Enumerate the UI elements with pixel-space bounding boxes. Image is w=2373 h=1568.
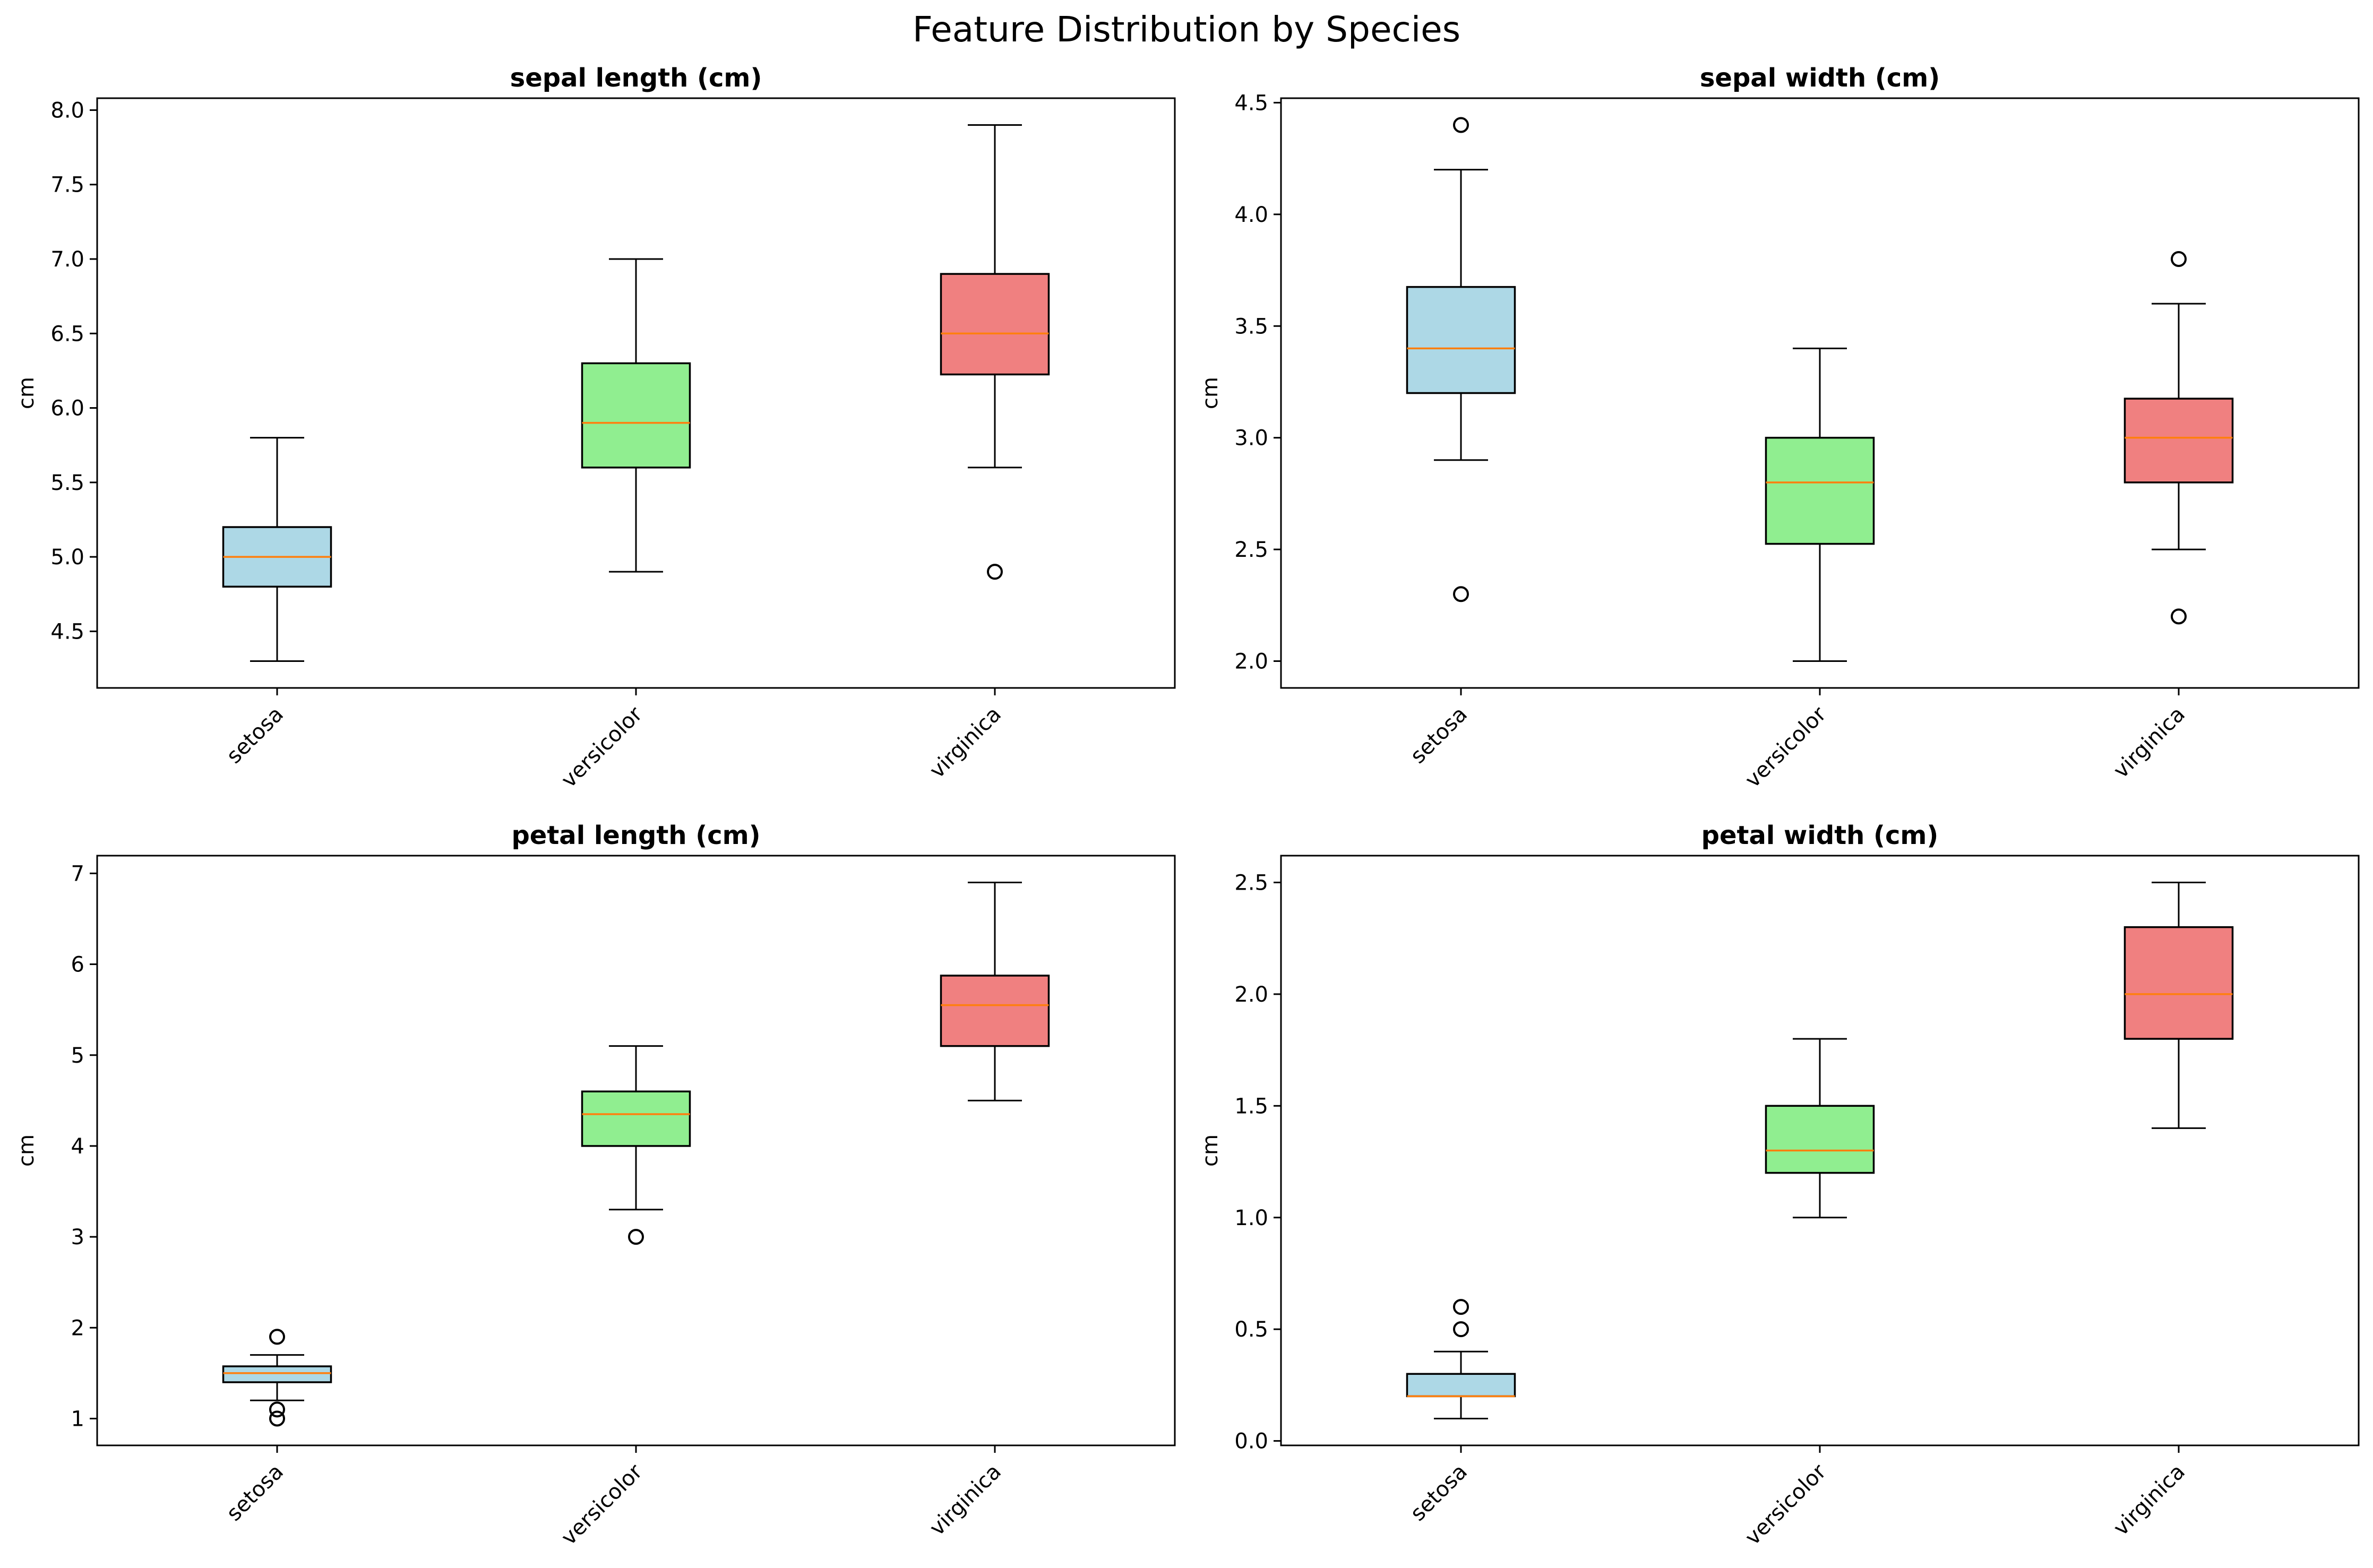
- y-tick-label: 5: [71, 1044, 84, 1068]
- y-tick-label: 3.5: [1234, 314, 1268, 339]
- y-tick-label: 1: [71, 1407, 84, 1432]
- y-tick-label: 4.5: [1234, 91, 1268, 115]
- y-tick-label: 6.5: [50, 322, 84, 346]
- box-body: [581, 362, 691, 469]
- axes-frame: [1280, 855, 2360, 1446]
- y-tick-label: 3: [71, 1225, 84, 1250]
- y-tick-label: 2.0: [1234, 650, 1268, 674]
- box-setosa: [222, 1329, 332, 1427]
- box-body: [1765, 1105, 1875, 1174]
- y-axis-label: cm: [1198, 1134, 1223, 1167]
- y-tick-label: 2: [71, 1316, 84, 1340]
- box-body: [2123, 926, 2234, 1040]
- y-axis-label: cm: [1198, 377, 1223, 409]
- outlier-point: [1453, 1299, 1469, 1315]
- y-tick-label: 3.0: [1234, 426, 1268, 451]
- subplot-title: sepal length (cm): [510, 63, 762, 93]
- y-tick-label: 6: [71, 953, 84, 977]
- box-virginica: [940, 882, 1050, 1101]
- y-tick-label: 1.0: [1234, 1206, 1268, 1230]
- box-body: [1406, 286, 1516, 394]
- box-body: [1406, 1373, 1516, 1398]
- subplot-title: petal length (cm): [511, 821, 760, 850]
- y-tick-label: 1.5: [1234, 1094, 1268, 1118]
- box-setosa: [1406, 1299, 1516, 1419]
- box-body: [581, 1090, 691, 1147]
- box-body: [2123, 398, 2234, 484]
- outlier-point: [2170, 608, 2187, 625]
- outlier-point: [1453, 586, 1469, 602]
- y-axis-label: cm: [14, 1134, 39, 1167]
- box-versicolor: [581, 258, 691, 573]
- box-virginica: [940, 124, 1050, 580]
- outlier-point: [986, 564, 1003, 580]
- y-axis-label: cm: [14, 377, 39, 409]
- y-tick-label: 5.0: [50, 545, 84, 570]
- y-tick-label: 7.0: [50, 247, 84, 272]
- subplot-title: sepal width (cm): [1700, 63, 1940, 93]
- box-body: [940, 273, 1050, 376]
- box-body: [940, 975, 1050, 1047]
- y-tick-label: 2.5: [1234, 538, 1268, 562]
- y-tick-label: 0.5: [1234, 1317, 1268, 1342]
- box-setosa: [1406, 117, 1516, 602]
- box-versicolor: [1765, 1038, 1875, 1219]
- axes-frame: [1280, 97, 2360, 689]
- box-virginica: [2123, 882, 2234, 1129]
- outlier-point: [269, 1410, 286, 1427]
- outlier-point: [628, 1229, 644, 1245]
- axes-frame: [96, 97, 1176, 689]
- subplot-title: petal width (cm): [1701, 821, 1939, 850]
- y-tick-label: 4: [71, 1134, 84, 1159]
- box-versicolor: [581, 1045, 691, 1245]
- outlier-point: [269, 1329, 286, 1345]
- figure-title: Feature Distribution by Species: [913, 9, 1460, 50]
- y-tick-label: 7.5: [50, 173, 84, 197]
- box-virginica: [2123, 251, 2234, 625]
- outlier-point: [1453, 1321, 1469, 1338]
- outlier-point: [1453, 117, 1469, 133]
- y-tick-label: 8.0: [50, 98, 84, 123]
- y-tick-label: 2.5: [1234, 871, 1268, 895]
- y-tick-label: 5.5: [50, 471, 84, 495]
- y-tick-label: 7: [71, 861, 84, 886]
- y-tick-label: 4.5: [50, 619, 84, 644]
- box-versicolor: [1765, 347, 1875, 662]
- box-setosa: [222, 437, 332, 662]
- axes-frame: [96, 855, 1176, 1446]
- y-tick-label: 0.0: [1234, 1429, 1268, 1454]
- outlier-point: [269, 1401, 286, 1418]
- y-tick-label: 4.0: [1234, 203, 1268, 227]
- box-body: [222, 1365, 332, 1383]
- box-body: [1765, 436, 1875, 545]
- y-tick-label: 2.0: [1234, 983, 1268, 1007]
- outlier-point: [2170, 251, 2187, 267]
- y-tick-label: 6.0: [50, 397, 84, 421]
